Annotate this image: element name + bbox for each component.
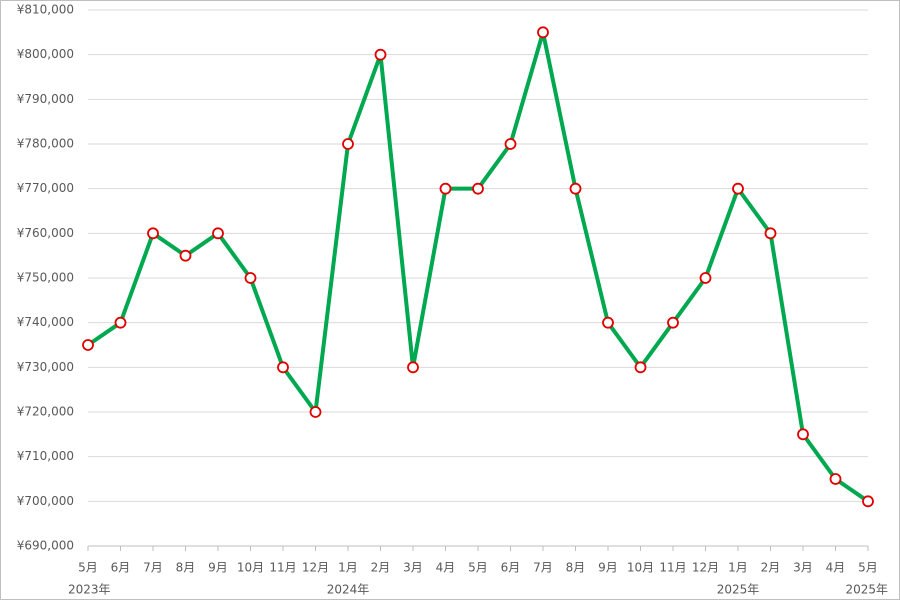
x-tick-label: 3月 <box>793 561 813 575</box>
data-point <box>147 227 159 240</box>
x-tick-label: 9月 <box>598 561 618 575</box>
x-tick-label: 7月 <box>143 561 163 575</box>
y-tick-label: ¥730,000 <box>17 360 74 374</box>
data-point <box>537 26 549 39</box>
data-point <box>569 182 582 195</box>
x-tick-label: 12月 <box>302 561 329 575</box>
x-tick-label: 5月 <box>78 561 98 575</box>
y-tick-label: ¥740,000 <box>17 315 74 329</box>
data-point <box>212 227 224 240</box>
x-tick-label: 4月 <box>436 561 456 575</box>
data-point <box>667 316 679 329</box>
y-tick-label: ¥780,000 <box>17 137 74 151</box>
x-tick-label: 6月 <box>111 561 131 575</box>
x-tick-label: 3月 <box>403 561 423 575</box>
data-point <box>179 249 192 262</box>
x-tick-label: 9月 <box>208 561 228 575</box>
x-tick-label: 8月 <box>176 561 196 575</box>
x-tick-label: 10月 <box>627 561 654 575</box>
y-tick-label: ¥770,000 <box>17 181 74 195</box>
x-tick-label: 11月 <box>659 561 686 575</box>
data-point <box>244 272 257 284</box>
data-point <box>374 48 387 61</box>
data-point <box>862 495 874 508</box>
x-tick-label: 2月 <box>371 561 391 575</box>
x-tick-label: 1月 <box>728 561 748 575</box>
year-label: 2023年 <box>68 583 111 597</box>
y-tick-label: ¥750,000 <box>17 271 74 285</box>
year-label: 2024年 <box>327 583 370 597</box>
data-point <box>732 182 744 195</box>
data-point <box>407 361 419 374</box>
data-point <box>699 272 712 284</box>
x-tick-label: 10月 <box>237 561 264 575</box>
x-tick-label: 1月 <box>338 561 358 575</box>
y-tick-label: ¥710,000 <box>17 449 74 463</box>
x-tick-label: 4月 <box>826 561 846 575</box>
y-tick-label: ¥810,000 <box>17 3 74 17</box>
y-tick-label: ¥720,000 <box>17 405 74 419</box>
data-point <box>634 361 647 374</box>
y-tick-label: ¥790,000 <box>17 92 74 106</box>
x-tick-label: 12月 <box>692 561 719 575</box>
data-point <box>309 406 322 418</box>
x-tick-label: 11月 <box>269 561 296 575</box>
data-point <box>82 339 94 351</box>
data-point <box>764 227 777 240</box>
year-label: 2025年 <box>845 583 888 597</box>
y-tick-label: ¥700,000 <box>17 494 74 508</box>
x-tick-label: 7月 <box>533 561 553 575</box>
data-point <box>439 182 452 195</box>
x-tick-label: 5月 <box>468 561 488 575</box>
x-tick-label: 8月 <box>566 561 586 575</box>
data-point <box>342 138 354 150</box>
data-point <box>472 182 484 195</box>
data-point <box>829 473 842 485</box>
data-point <box>602 316 614 329</box>
x-tick-label: 2月 <box>761 561 781 575</box>
data-point <box>277 361 289 374</box>
y-tick-label: ¥800,000 <box>17 47 74 61</box>
year-label: 2025年 <box>717 583 760 597</box>
y-tick-label: ¥690,000 <box>17 539 74 553</box>
data-point <box>797 428 809 441</box>
data-point <box>504 138 517 150</box>
x-tick-label: 5月 <box>858 561 878 575</box>
y-tick-label: ¥760,000 <box>17 226 74 240</box>
data-point <box>114 316 127 329</box>
x-tick-label: 6月 <box>501 561 521 575</box>
